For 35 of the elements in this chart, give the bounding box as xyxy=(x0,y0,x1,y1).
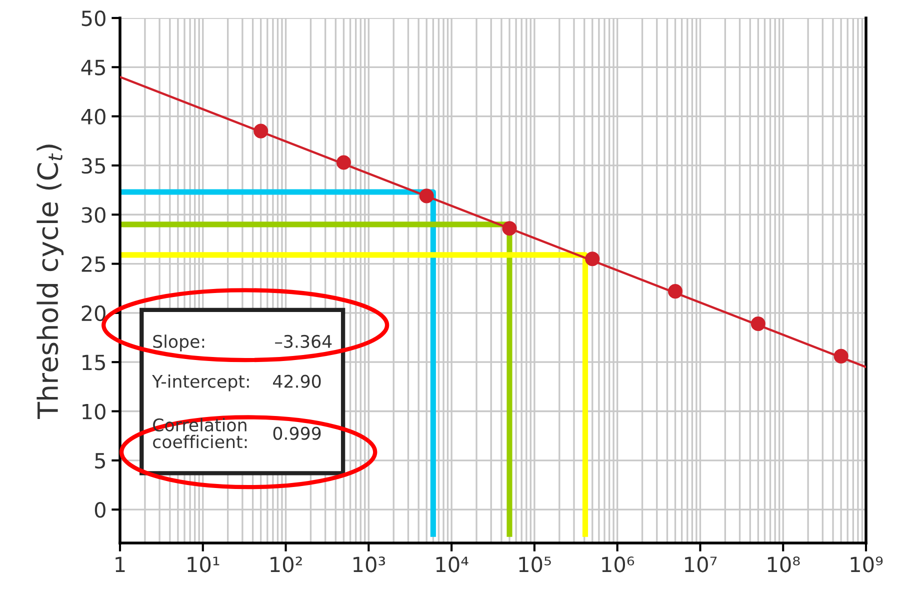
annotation: –3.364 xyxy=(275,334,332,348)
point xyxy=(254,124,268,138)
y-tick-label: 30 xyxy=(82,207,106,223)
point xyxy=(585,252,600,266)
annotation: Slope: xyxy=(153,334,204,352)
y-tick-label: 0 xyxy=(94,502,106,518)
annotation: 0.999 xyxy=(273,426,321,440)
x-tick-label: 10⁵ xyxy=(519,556,551,572)
point xyxy=(750,316,766,332)
x-tick-label: 10⁴ xyxy=(436,556,468,572)
point xyxy=(419,188,434,204)
point xyxy=(834,348,848,364)
point xyxy=(668,284,683,299)
point xyxy=(502,221,517,236)
annotation: Y-intercept: xyxy=(152,374,249,392)
y-tick-label: 15 xyxy=(82,354,105,370)
x-tick-label: 1 xyxy=(116,556,125,572)
x-tick-label: 10⁶ xyxy=(602,556,634,572)
x-tick-label: 10⁸ xyxy=(768,556,800,572)
x-tick-label: 10¹ xyxy=(188,556,220,572)
y-tick-label: 40 xyxy=(81,108,106,125)
y-tick-label: 35 xyxy=(82,158,105,174)
x-tick-label: 10⁷ xyxy=(685,556,717,572)
y-tick-label: 10 xyxy=(82,404,106,420)
x-tick-label: 10⁹ xyxy=(850,556,883,572)
y-axis-title: Threshold cycle (C$_{t}$) xyxy=(36,144,64,420)
y-tick-label: 50 xyxy=(82,10,106,26)
y-tick-label: 20 xyxy=(82,305,106,322)
point xyxy=(336,155,351,170)
x-tick-label: 10² xyxy=(270,556,302,572)
y-tick-label: 5 xyxy=(95,453,105,469)
y-tick-label: 45 xyxy=(81,60,105,76)
x-tick-label: 10³ xyxy=(354,556,386,572)
annotation: 42.90 xyxy=(273,374,321,388)
y-tick-label: 25 xyxy=(82,256,105,272)
